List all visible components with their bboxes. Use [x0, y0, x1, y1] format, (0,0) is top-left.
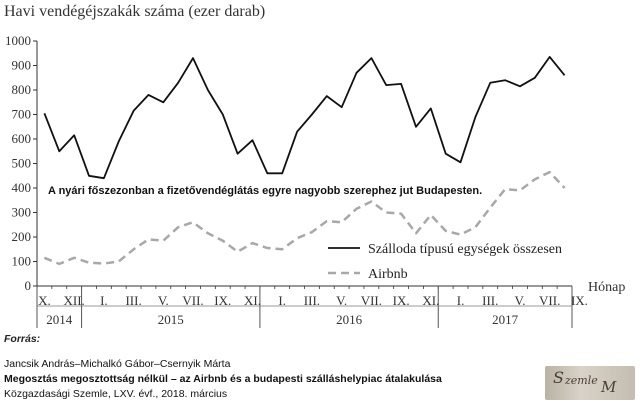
- year-label: 2016: [336, 312, 363, 327]
- y-tick-label: 0: [25, 278, 32, 293]
- y-tick-label: 500: [12, 156, 32, 171]
- x-tick-label: I.: [457, 293, 465, 308]
- x-tick-label: XI.: [422, 293, 439, 308]
- year-label: 2017: [492, 312, 519, 327]
- x-tick-label: VII.: [361, 293, 382, 308]
- x-tick-label: III.: [304, 293, 320, 308]
- x-tick-label: VII.: [539, 293, 560, 308]
- chart-title: Havi vendégéjszakák száma (ezer darab): [4, 3, 266, 20]
- x-tick-label: V.: [515, 293, 526, 308]
- x-tick-label: V.: [158, 293, 169, 308]
- airbnb-series-line: [43, 170, 566, 266]
- x-tick-label: III.: [482, 293, 498, 308]
- y-tick-label: 800: [12, 82, 32, 97]
- year-labels: 2014 2015 2016 2017: [46, 312, 518, 327]
- hotel-series-line: [43, 56, 566, 180]
- signature-logo: S zemle M: [545, 366, 635, 400]
- year-label: 2014: [46, 312, 73, 327]
- legend: Szálloda típusú egységek összesen Airbnb: [328, 242, 562, 282]
- chart-annotation: A nyári főszezonban a fizetővendéglátás …: [48, 185, 483, 197]
- x-axis-label: Hónap: [588, 280, 625, 295]
- x-tick-label: I.: [278, 293, 286, 308]
- line-chart: 0 100 200 300 400 500 600 700 800 900 1000 X. XII. I…: [5, 33, 625, 328]
- x-tick-label: XI.: [244, 293, 261, 308]
- y-tick-label: 200: [12, 229, 32, 244]
- x-tick-label: XII.: [64, 293, 85, 308]
- legend-label: Airbnb: [368, 267, 408, 282]
- legend-label: Szálloda típusú egységek összesen: [368, 242, 562, 257]
- y-tick-label: 100: [12, 254, 32, 269]
- x-tick-label: VII.: [182, 293, 203, 308]
- citation-journal: Közgazdasági Szemle, LXV. évf., 2018. má…: [4, 388, 228, 400]
- x-tick-label: V.: [336, 293, 347, 308]
- x-tick-label: III.: [125, 293, 141, 308]
- y-tick-labels: 0 100 200 300 400 500 600 700 800 900 1000: [5, 33, 31, 293]
- y-tick-label: 900: [12, 58, 32, 73]
- y-tick-label: 600: [12, 131, 32, 146]
- source-label: Forrás:: [4, 333, 41, 345]
- x-tick-label: X.: [38, 293, 51, 308]
- citation-article: Megosztás megosztottság nélkül – az Airb…: [4, 373, 442, 385]
- x-tick-label: IX.: [214, 293, 231, 308]
- x-tick-label: I.: [100, 293, 108, 308]
- year-label: 2015: [158, 312, 184, 327]
- y-tick-label: 700: [12, 107, 32, 122]
- series-lines: [43, 56, 566, 266]
- axes: [33, 40, 573, 328]
- x-tick-label: IX.: [393, 293, 410, 308]
- x-tick-labels: X. XII. I. III. V. VII. IX. XI. I. III. V. VII. IX. X…: [38, 293, 588, 308]
- citation-authors: Jancsik András–Michalkó Gábor–Csernyik M…: [4, 358, 231, 370]
- y-tick-label: 300: [12, 205, 32, 220]
- y-tick-label: 400: [12, 180, 32, 195]
- y-tick-label: 1000: [5, 33, 31, 48]
- x-tick-label: IX.: [571, 293, 588, 308]
